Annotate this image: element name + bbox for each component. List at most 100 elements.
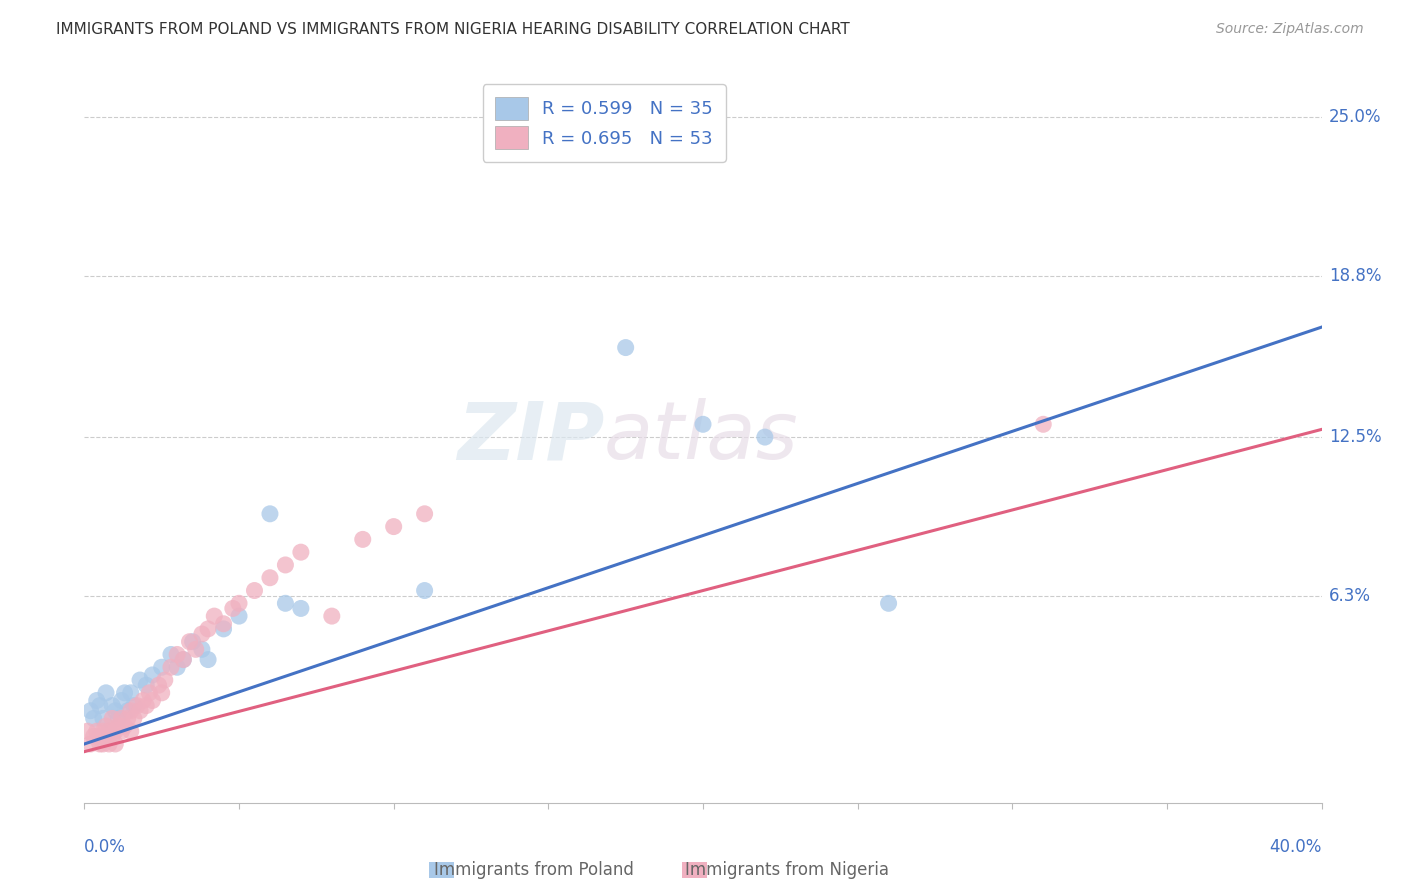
Point xyxy=(160,648,183,662)
Point xyxy=(153,673,176,687)
Point xyxy=(129,704,152,718)
Text: ZIP: ZIP xyxy=(457,398,605,476)
Point xyxy=(110,724,132,739)
Point xyxy=(91,724,114,739)
Point xyxy=(129,673,152,687)
Point xyxy=(148,678,170,692)
Point xyxy=(197,622,219,636)
Point xyxy=(86,693,108,707)
Point xyxy=(172,652,194,666)
Point xyxy=(91,737,114,751)
Point xyxy=(76,724,98,739)
Point xyxy=(89,737,111,751)
Point xyxy=(83,711,105,725)
Point xyxy=(150,660,173,674)
Point xyxy=(274,596,297,610)
Point xyxy=(125,698,148,713)
Point xyxy=(122,698,145,713)
Text: 12.5%: 12.5% xyxy=(1329,428,1381,446)
Point xyxy=(91,711,114,725)
Text: IMMIGRANTS FROM POLAND VS IMMIGRANTS FROM NIGERIA HEARING DISABILITY CORRELATION: IMMIGRANTS FROM POLAND VS IMMIGRANTS FRO… xyxy=(56,22,851,37)
Point xyxy=(212,622,235,636)
Point xyxy=(222,601,245,615)
Point xyxy=(79,737,101,751)
Point xyxy=(754,430,776,444)
Point xyxy=(135,678,157,692)
Legend: R = 0.599   N = 35, R = 0.695   N = 53: R = 0.599 N = 35, R = 0.695 N = 53 xyxy=(482,84,725,162)
Point xyxy=(98,737,121,751)
Text: 40.0%: 40.0% xyxy=(1270,838,1322,856)
Text: 18.8%: 18.8% xyxy=(1329,267,1381,285)
Point xyxy=(179,634,201,648)
Point xyxy=(86,724,108,739)
Point xyxy=(101,698,124,713)
Point xyxy=(150,686,173,700)
Point xyxy=(352,533,374,547)
Text: 0.0%: 0.0% xyxy=(84,838,127,856)
Point xyxy=(89,698,111,713)
Point xyxy=(274,558,297,572)
Point xyxy=(138,686,160,700)
Point xyxy=(104,737,127,751)
Point xyxy=(614,341,637,355)
Point xyxy=(98,724,121,739)
Point xyxy=(877,596,900,610)
Point xyxy=(101,711,124,725)
Point xyxy=(89,729,111,743)
Point xyxy=(132,693,155,707)
Text: 25.0%: 25.0% xyxy=(1329,109,1381,127)
Point xyxy=(202,609,225,624)
Point xyxy=(166,660,188,674)
Point xyxy=(120,704,142,718)
Point xyxy=(83,729,105,743)
Point xyxy=(259,571,281,585)
Point xyxy=(290,601,312,615)
Point xyxy=(94,729,117,743)
Point xyxy=(259,507,281,521)
Text: Immigrants from Nigeria: Immigrants from Nigeria xyxy=(685,861,890,879)
Point xyxy=(114,686,136,700)
Point xyxy=(184,642,207,657)
Point xyxy=(228,596,250,610)
Point xyxy=(160,660,183,674)
Point xyxy=(104,704,127,718)
Point xyxy=(321,609,343,624)
Point xyxy=(243,583,266,598)
Text: atlas: atlas xyxy=(605,398,799,476)
Point xyxy=(692,417,714,432)
Point xyxy=(104,724,127,739)
Point xyxy=(228,609,250,624)
Point xyxy=(110,711,132,725)
Point xyxy=(94,719,117,733)
Point xyxy=(117,704,139,718)
Point xyxy=(141,668,163,682)
Point xyxy=(181,634,204,648)
Point xyxy=(1032,417,1054,432)
Point xyxy=(94,686,117,700)
Point xyxy=(382,519,405,533)
Point xyxy=(120,686,142,700)
Text: Source: ZipAtlas.com: Source: ZipAtlas.com xyxy=(1216,22,1364,37)
Point xyxy=(120,724,142,739)
Point xyxy=(122,711,145,725)
Point xyxy=(114,719,136,733)
Point xyxy=(191,627,214,641)
Point xyxy=(197,652,219,666)
Point xyxy=(413,583,436,598)
Point xyxy=(107,719,129,733)
Point xyxy=(172,652,194,666)
Point xyxy=(191,642,214,657)
Point xyxy=(98,724,121,739)
Point xyxy=(135,698,157,713)
Point xyxy=(290,545,312,559)
Point xyxy=(110,693,132,707)
Text: Immigrants from Poland: Immigrants from Poland xyxy=(434,861,634,879)
Point xyxy=(101,729,124,743)
Point xyxy=(413,507,436,521)
Point xyxy=(107,711,129,725)
Point xyxy=(117,711,139,725)
Point xyxy=(212,616,235,631)
Text: 6.3%: 6.3% xyxy=(1329,587,1371,605)
Point xyxy=(79,704,101,718)
Point xyxy=(166,648,188,662)
